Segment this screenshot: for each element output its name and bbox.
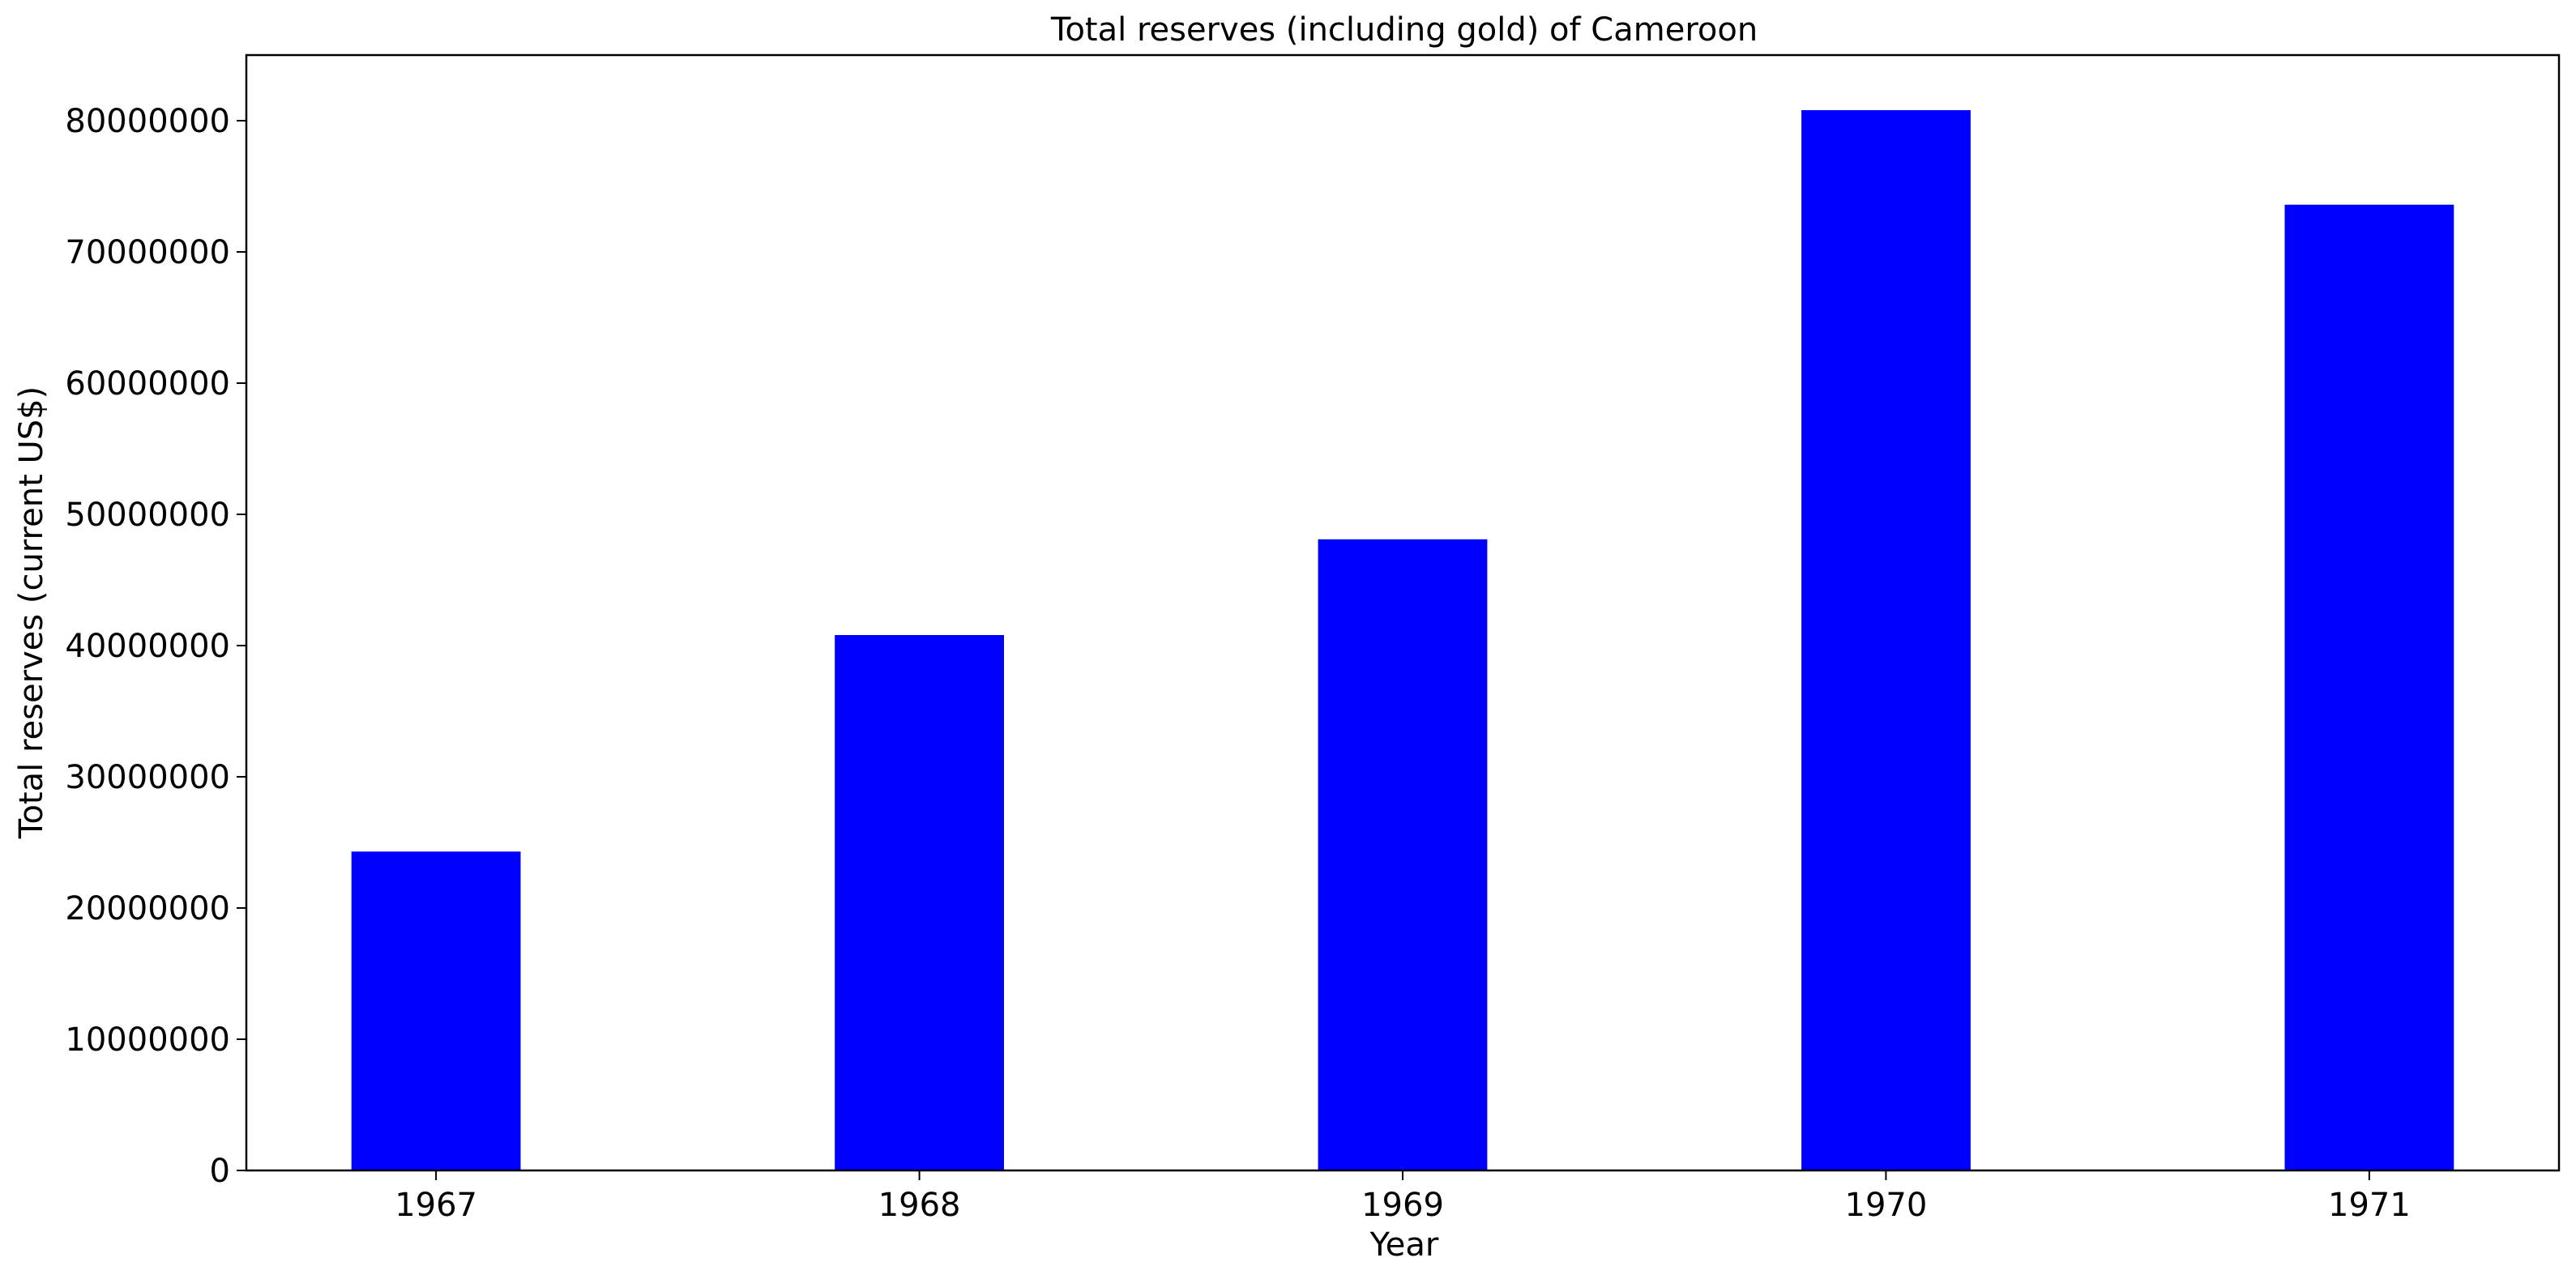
- y-tick-label: 50000000: [65, 497, 230, 534]
- y-tick-label: 30000000: [65, 759, 230, 796]
- y-tick-label: 20000000: [65, 890, 230, 927]
- y-axis-ticks: 0 10000000 20000000 30000000 40000000 5000000…: [65, 103, 246, 1190]
- x-axis-label: Year: [1369, 1226, 1439, 1264]
- bars-group: [351, 110, 2454, 1171]
- bar-1971: [2284, 204, 2454, 1171]
- y-tick-label: 70000000: [65, 234, 230, 271]
- y-axis-label: Total reserves (current US$): [13, 386, 50, 839]
- bar-1970: [1801, 110, 1971, 1170]
- y-tick-label: 0: [210, 1153, 230, 1190]
- bar-1967: [351, 851, 521, 1170]
- y-tick-label: 10000000: [65, 1021, 230, 1059]
- bar-1969: [1318, 539, 1488, 1170]
- x-tick-label: 1967: [395, 1187, 477, 1224]
- x-tick-label: 1969: [1361, 1187, 1444, 1224]
- y-tick-label: 60000000: [65, 365, 230, 403]
- x-tick-label: 1968: [878, 1187, 961, 1224]
- x-tick-label: 1970: [1845, 1187, 1928, 1224]
- x-tick-label: 1971: [2328, 1187, 2411, 1224]
- y-tick-label: 40000000: [65, 628, 230, 665]
- bar-1968: [835, 635, 1004, 1170]
- x-axis-ticks: 1967 1968 1969 1970 1971: [395, 1170, 2411, 1224]
- y-tick-label: 80000000: [65, 103, 230, 140]
- chart-title: Total reserves (including gold) of Camer…: [1050, 11, 1758, 49]
